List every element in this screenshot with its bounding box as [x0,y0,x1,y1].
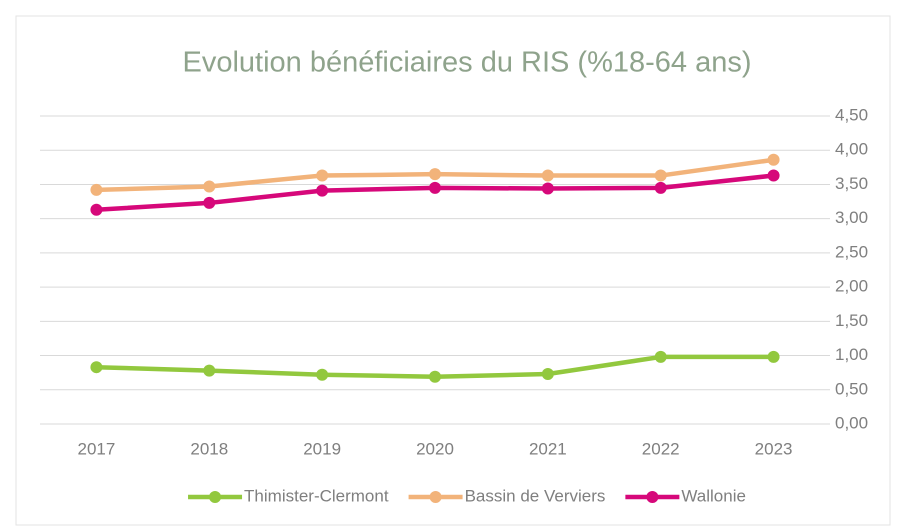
data-point [541,368,554,381]
legend-marker [646,491,659,503]
x-tick-label: 2019 [303,439,341,458]
x-tick-label: 2020 [416,439,454,458]
legend-label: Wallonie [681,486,746,505]
data-point [203,364,216,377]
data-point [429,370,441,383]
chart-frame [15,15,891,526]
data-point [316,169,329,182]
x-tick-label: 2021 [529,439,567,458]
data-point [90,361,103,374]
y-tick-label: 0,50 [835,379,868,398]
y-tick-label: 2,00 [835,277,868,296]
x-tick-label: 2018 [190,439,228,458]
data-point [767,350,780,363]
data-point [316,368,329,381]
data-point [541,182,554,195]
y-tick-label: 2,50 [835,242,868,261]
data-point [90,183,103,196]
y-tick-label: 4,50 [835,105,868,124]
data-point [767,153,780,166]
y-tick-label: 0,00 [835,413,868,432]
y-tick-label: 1,50 [835,311,868,330]
chart-title: Evolution bénéficiaires du RIS (%18-64 a… [182,47,751,79]
data-point [90,203,103,216]
legend-label: Bassin de Verviers [465,486,606,505]
legend-marker [209,491,222,503]
x-tick-label: 2023 [755,439,793,458]
y-tick-label: 4,00 [835,140,868,159]
y-tick-label: 1,00 [835,345,868,364]
data-point [767,169,780,182]
y-tick-label: 3,50 [835,174,868,193]
data-point [654,350,667,363]
legend-label: Thimister-Clermont [244,486,389,505]
y-tick-label: 3,00 [835,208,868,227]
legend-marker [429,491,442,503]
data-point [203,196,216,209]
data-point [654,181,667,194]
data-point [203,180,216,193]
data-point [654,169,667,182]
data-point [541,169,554,182]
data-point [316,184,329,197]
x-tick-label: 2017 [78,439,116,458]
data-point [429,181,441,194]
x-tick-label: 2022 [642,439,680,458]
data-point [429,168,441,181]
